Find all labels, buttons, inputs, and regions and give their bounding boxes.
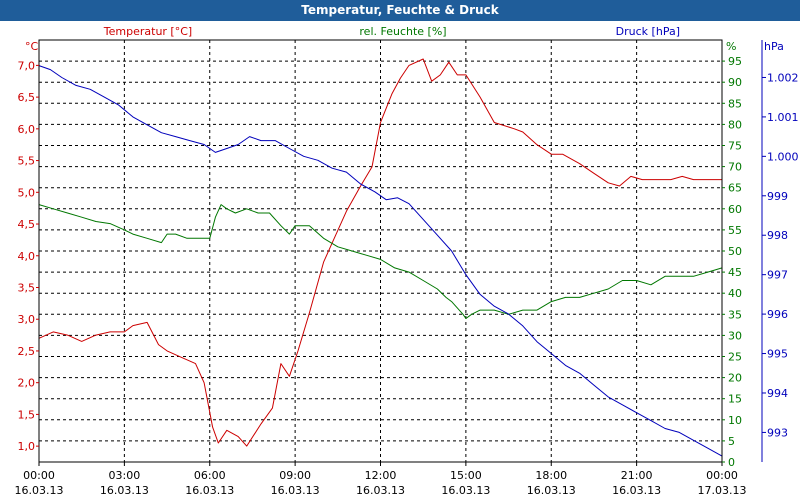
humidity-tick-label: 40 [728, 287, 742, 300]
x-tick-date: 16.03.13 [185, 484, 234, 497]
x-tick-time: 03:00 [109, 469, 141, 482]
humidity-tick-label: 15 [728, 393, 742, 406]
humidity-tick-label: 55 [728, 224, 742, 237]
window-title: Temperatur, Feuchte & Druck [0, 0, 800, 21]
pressure-tick-label: 993 [767, 426, 788, 439]
pressure-tick-label: 1.001 [767, 111, 799, 124]
humidity-tick-label: 50 [728, 245, 742, 258]
pressure-tick-label: 996 [767, 308, 788, 321]
humidity-tick-label: 90 [728, 76, 742, 89]
temperature-tick-label: 5,5 [18, 155, 36, 168]
temperature-tick-label: 6,5 [18, 91, 36, 104]
x-tick-time: 12:00 [365, 469, 397, 482]
pressure-line [38, 65, 723, 457]
pressure-axis-title: Druck [hPa] [616, 25, 680, 38]
humidity-tick-label: 85 [728, 97, 742, 110]
pressure-tick-label: 998 [767, 229, 788, 242]
humidity-tick-label: 75 [728, 140, 742, 153]
series-lines [38, 58, 723, 457]
pressure-tick-label: 1.000 [767, 150, 799, 163]
chart-area: 00:00 16.03.13 03:00 16.03.13 06:00 16.03.13 0… [0, 21, 800, 500]
humidity-tick-label: 35 [728, 308, 742, 321]
axes [36, 39, 766, 466]
temperature-tick-label: 1,0 [18, 440, 36, 453]
humidity-tick-label: 80 [728, 118, 742, 131]
pressure-tick-label: 995 [767, 348, 788, 361]
pressure-tick-label: 999 [767, 190, 788, 203]
temperature-tick-label: 2,5 [18, 345, 36, 358]
x-tick-date: 16.03.13 [612, 484, 661, 497]
x-tick-date: 16.03.13 [271, 484, 320, 497]
humidity-tick-label: 5 [728, 435, 735, 448]
humidity-axis-title: rel. Feuchte [%] [359, 25, 446, 38]
humidity-tick-label: 65 [728, 182, 742, 195]
pressure-tick-label: 994 [767, 387, 788, 400]
humidity-tick-label: 45 [728, 266, 742, 279]
humidity-unit: % [726, 40, 736, 53]
pressure-tick-label: 997 [767, 269, 788, 282]
temperature-tick-label: 7,0 [18, 59, 36, 72]
humidity-tick-label: 60 [728, 203, 742, 216]
x-tick-date: 16.03.13 [356, 484, 405, 497]
x-tick-date: 16.03.13 [100, 484, 149, 497]
humidity-tick-label: 20 [728, 372, 742, 385]
x-tick-time: 18:00 [535, 469, 567, 482]
x-tick-time: 00:00 [706, 469, 738, 482]
temperature-tick-label: 5,0 [18, 186, 36, 199]
x-tick-date: 16.03.13 [527, 484, 576, 497]
grid-lines [39, 40, 722, 462]
temperature-tick-label: 3,5 [18, 281, 36, 294]
temperature-unit: °C [25, 40, 39, 53]
temperature-line [38, 58, 722, 447]
temperature-tick-label: 2,0 [18, 377, 36, 390]
temperature-tick-label: 4,0 [18, 250, 36, 263]
humidity-tick-label: 30 [728, 329, 742, 342]
humidity-tick-label: 0 [728, 456, 735, 469]
humidity-tick-label: 25 [728, 351, 742, 364]
temperature-tick-label: 4,5 [18, 218, 36, 231]
x-tick-time: 15:00 [450, 469, 482, 482]
x-tick-time: 06:00 [194, 469, 226, 482]
temperature-axis-title: Temperatur [°C] [103, 25, 192, 38]
humidity-tick-label: 95 [728, 55, 742, 68]
temperature-tick-label: 1,5 [18, 408, 36, 421]
axis-labels: 00:00 16.03.13 03:00 16.03.13 06:00 16.03.13 0… [15, 25, 799, 497]
weather-chart: 00:00 16.03.13 03:00 16.03.13 06:00 16.03.13 0… [15, 25, 799, 497]
humidity-tick-label: 70 [728, 161, 742, 174]
humidity-tick-label: 10 [728, 414, 742, 427]
pressure-unit: hPa [764, 40, 784, 53]
humidity-line [38, 204, 723, 319]
x-tick-time: 00:00 [23, 469, 55, 482]
x-tick-time: 09:00 [279, 469, 311, 482]
x-tick-date: 17.03.13 [698, 484, 747, 497]
x-tick-time: 21:00 [621, 469, 653, 482]
temperature-tick-label: 6,0 [18, 123, 36, 136]
x-tick-date: 16.03.13 [441, 484, 490, 497]
pressure-tick-label: 1.002 [767, 71, 799, 84]
x-tick-date: 16.03.13 [15, 484, 64, 497]
temperature-tick-label: 3,0 [18, 313, 36, 326]
